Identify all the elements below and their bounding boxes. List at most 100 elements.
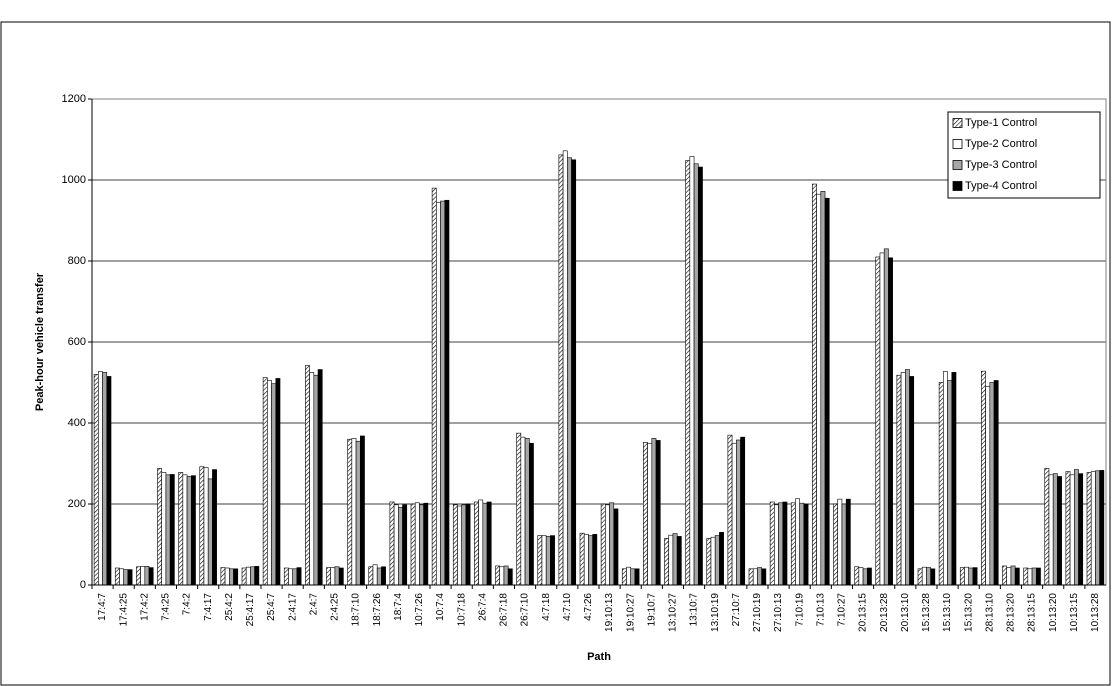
x-tick-label: 7:4:17 bbox=[203, 593, 214, 621]
bar bbox=[317, 369, 323, 586]
bar bbox=[169, 474, 175, 586]
bar bbox=[389, 501, 395, 586]
x-tick-label: 10:13:28 bbox=[1090, 593, 1101, 632]
x-tick-label: 7:10:27 bbox=[837, 593, 848, 627]
x-tick-label: 20:13:15 bbox=[858, 593, 869, 632]
bar bbox=[803, 503, 809, 586]
x-tick-label: 27:10:7 bbox=[731, 593, 742, 627]
bar bbox=[102, 372, 108, 586]
bar bbox=[292, 568, 298, 586]
x-tick-label: 27:10:13 bbox=[773, 593, 784, 632]
x-tick-label: 13:10:19 bbox=[710, 593, 721, 632]
x-tick-label: 7:10:19 bbox=[794, 593, 805, 627]
bar bbox=[465, 503, 471, 586]
bar bbox=[799, 502, 805, 586]
x-tick-label: 13:10:27 bbox=[668, 593, 679, 632]
bar bbox=[757, 567, 762, 586]
bar bbox=[431, 187, 437, 586]
bar bbox=[905, 369, 910, 586]
x-tick-label: 20:13:28 bbox=[879, 593, 890, 632]
x-tick-label: 15:13:20 bbox=[963, 593, 974, 632]
x-tick-label: 10:13:20 bbox=[1048, 593, 1059, 632]
bar bbox=[558, 154, 564, 586]
bar bbox=[537, 535, 543, 586]
bar bbox=[136, 566, 141, 586]
bar bbox=[845, 498, 851, 586]
bar bbox=[106, 376, 112, 586]
bar bbox=[917, 568, 923, 586]
bar bbox=[824, 197, 830, 586]
bar bbox=[896, 374, 902, 586]
x-tick-label: 26:7:4 bbox=[477, 593, 488, 621]
bar bbox=[203, 467, 209, 586]
bar bbox=[981, 370, 986, 586]
bar bbox=[250, 566, 255, 586]
bar bbox=[926, 567, 931, 586]
legend-label: Type-4 Control bbox=[965, 180, 1037, 192]
bar bbox=[634, 568, 640, 586]
x-tick-label: 26:7:10 bbox=[520, 593, 531, 627]
bar bbox=[368, 566, 374, 586]
bar bbox=[98, 371, 103, 586]
y-tick-label: 200 bbox=[68, 498, 86, 510]
bar bbox=[144, 566, 150, 586]
bar bbox=[241, 567, 247, 586]
bar bbox=[440, 200, 446, 586]
bar bbox=[748, 568, 754, 586]
bar bbox=[736, 439, 741, 586]
x-tick-label: 25:4:7 bbox=[266, 593, 277, 621]
bar bbox=[114, 567, 120, 586]
bar bbox=[879, 252, 885, 586]
bar bbox=[609, 502, 615, 586]
x-tick-label: 10:7:18 bbox=[456, 593, 467, 627]
y-tick-label: 800 bbox=[68, 255, 86, 267]
bar bbox=[444, 199, 450, 586]
x-tick-label: 4:7:10 bbox=[562, 593, 573, 621]
chart-border bbox=[0, 21, 1111, 686]
x-tick-label: 25:4:17 bbox=[245, 593, 256, 627]
bar bbox=[782, 501, 788, 586]
bar bbox=[288, 568, 293, 586]
bar bbox=[461, 504, 467, 586]
bar bbox=[930, 568, 936, 586]
x-tick-label: 15:13:28 bbox=[921, 593, 932, 632]
x-tick-label: 28:13:15 bbox=[1027, 593, 1038, 632]
bar bbox=[943, 371, 948, 586]
bar bbox=[647, 442, 653, 586]
bar bbox=[888, 257, 893, 586]
bar bbox=[668, 534, 674, 586]
bar bbox=[334, 566, 340, 586]
bar bbox=[1057, 476, 1062, 586]
bar bbox=[507, 568, 513, 586]
bar bbox=[245, 566, 251, 586]
bar bbox=[883, 248, 889, 586]
x-tick-label: 26:7:18 bbox=[499, 593, 510, 627]
bar bbox=[689, 156, 695, 586]
bar bbox=[528, 442, 534, 586]
x-tick-label: 18:7:10 bbox=[351, 593, 362, 627]
bar bbox=[600, 503, 606, 586]
bar bbox=[862, 568, 868, 586]
bar bbox=[968, 567, 974, 586]
bar bbox=[254, 566, 260, 586]
legend-swatch bbox=[952, 118, 963, 128]
bar bbox=[1048, 474, 1054, 586]
bar bbox=[267, 380, 272, 586]
bar bbox=[727, 434, 733, 586]
bar bbox=[359, 435, 365, 586]
x-tick-label: 7:4:25 bbox=[161, 593, 172, 621]
bar bbox=[1065, 471, 1071, 586]
bar bbox=[372, 564, 378, 586]
bar bbox=[752, 568, 758, 586]
bar bbox=[1023, 567, 1029, 586]
bar bbox=[1010, 565, 1016, 586]
x-tick-label: 17:4:2 bbox=[139, 593, 150, 621]
x-tick-label: 19:10:13 bbox=[604, 593, 615, 632]
x-tick-label: 13:10:7 bbox=[689, 593, 700, 627]
bar bbox=[613, 508, 619, 586]
bar bbox=[706, 538, 712, 586]
bar bbox=[541, 535, 547, 586]
bar bbox=[474, 501, 479, 586]
